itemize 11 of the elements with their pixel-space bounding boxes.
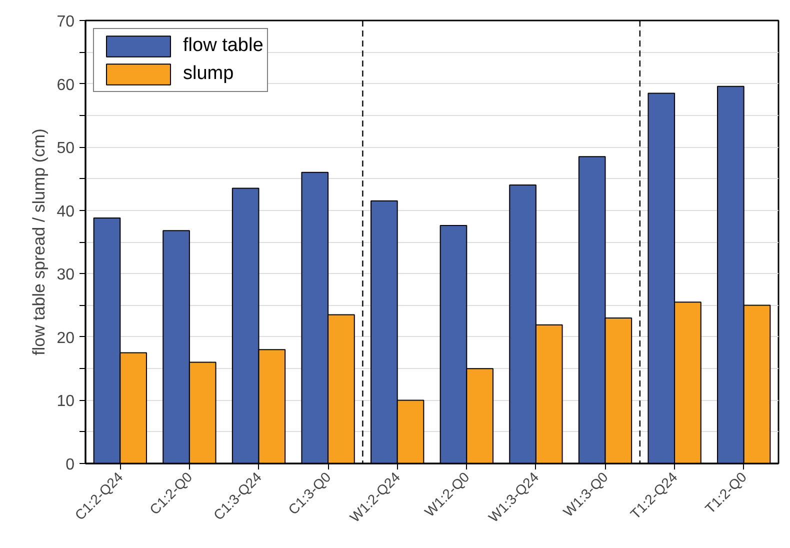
y-tick-label: 10 — [56, 393, 75, 410]
y-tick-label: 0 — [66, 456, 75, 474]
y-tick-label: 20 — [56, 330, 75, 347]
y-tick-label: 60 — [56, 76, 75, 94]
y-tick-label: 50 — [56, 140, 75, 158]
y-tick-label: 70 — [56, 14, 75, 30]
legend-label: slump — [183, 63, 234, 85]
y-tick-label: 40 — [56, 203, 75, 220]
legend-label: flow table — [183, 35, 264, 57]
y-axis-title: flow table spread / slump (cm) — [30, 128, 49, 356]
y-tick-label: 30 — [56, 266, 75, 284]
